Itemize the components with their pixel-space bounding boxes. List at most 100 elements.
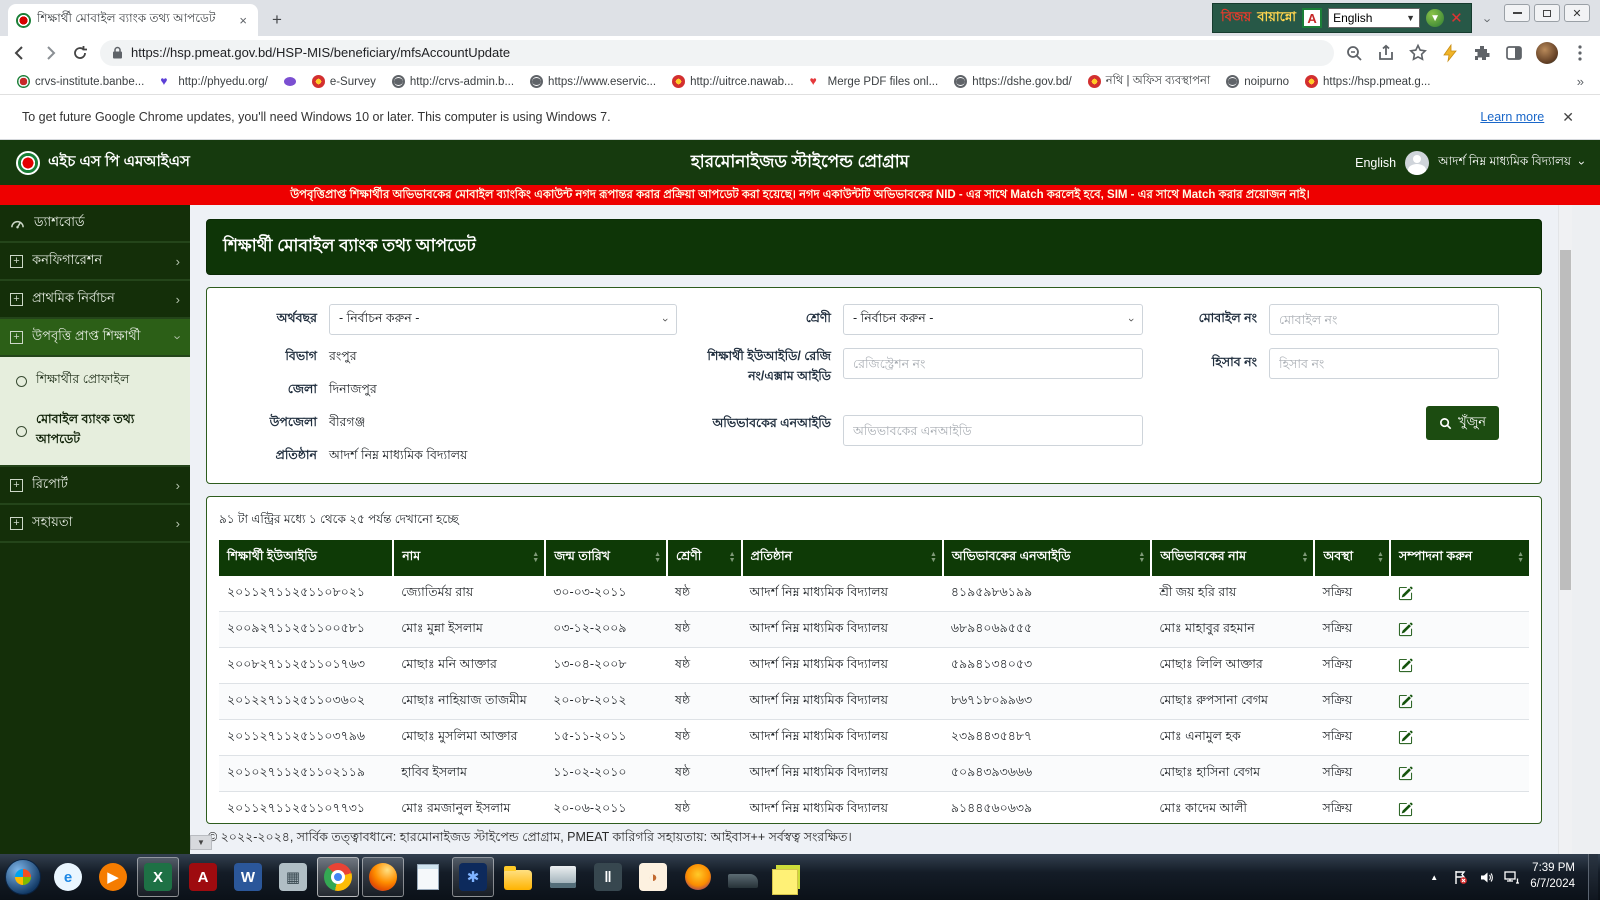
bookmark-item[interactable] bbox=[277, 74, 303, 89]
internet-explorer-button[interactable]: e bbox=[47, 857, 89, 897]
sidebar-item-help[interactable]: + সহায়তা › bbox=[0, 505, 190, 543]
sort-icon[interactable]: ▲ ▼ bbox=[728, 551, 736, 564]
explorer-button[interactable] bbox=[497, 857, 539, 897]
col-header-0[interactable]: শিক্ষার্থী ইউআইডি bbox=[219, 540, 395, 576]
edit-button[interactable] bbox=[1398, 802, 1413, 817]
bookmarks-overflow-icon[interactable]: » bbox=[1576, 74, 1584, 89]
avro-keyboard-icon[interactable]: A bbox=[1302, 8, 1323, 28]
excel-button[interactable]: X bbox=[137, 857, 179, 897]
guardian-nid-input[interactable] bbox=[843, 415, 1143, 446]
scrollbar-thumb[interactable] bbox=[1560, 250, 1571, 590]
edit-button[interactable] bbox=[1398, 622, 1413, 637]
sort-icon[interactable]: ▲ ▼ bbox=[1377, 551, 1384, 564]
notepad-button[interactable] bbox=[407, 857, 449, 897]
kebab-menu-icon[interactable] bbox=[1570, 43, 1590, 63]
scanner-button[interactable] bbox=[722, 857, 764, 897]
col-header-6[interactable]: অভিভাবকের নাম ▲ ▼ bbox=[1151, 540, 1316, 576]
start-button[interactable] bbox=[2, 857, 44, 897]
bookmark-item[interactable]: https://hsp.pmeat.g... bbox=[1298, 72, 1437, 91]
sort-icon[interactable]: ▲ ▼ bbox=[1138, 551, 1146, 564]
browser-tab[interactable]: শিক্ষার্থী মোবাইল ব্যাংক তথ্য আপডেট × bbox=[8, 4, 258, 36]
back-icon[interactable] bbox=[10, 43, 30, 63]
bookmark-item[interactable]: http://uitrce.nawab... bbox=[665, 72, 801, 91]
fax-button[interactable] bbox=[542, 857, 584, 897]
col-header-1[interactable]: নাম ▲ ▼ bbox=[393, 540, 547, 576]
sort-icon[interactable]: ▲ ▼ bbox=[1301, 551, 1309, 564]
col-header-3[interactable]: শ্রেণী ▲ ▼ bbox=[667, 540, 743, 576]
tab-close-icon[interactable]: × bbox=[239, 12, 247, 28]
window-close-button[interactable]: ✕ bbox=[1564, 4, 1590, 22]
sort-icon[interactable]: ▲ ▼ bbox=[654, 551, 662, 564]
fiscal-year-select[interactable]: - নির্বাচন করুন - › bbox=[329, 304, 677, 335]
class-select[interactable]: - নির্বাচন করুন - › bbox=[843, 304, 1143, 335]
bijoy-download-icon[interactable]: ▼ bbox=[1426, 9, 1445, 27]
volume-icon[interactable] bbox=[1478, 869, 1494, 885]
sort-icon[interactable]: ▲ ▼ bbox=[532, 551, 540, 564]
bijoy-close-icon[interactable]: ✕ bbox=[1450, 10, 1463, 27]
bookmark-item[interactable]: e-Survey bbox=[305, 72, 383, 91]
acrobat-button[interactable]: A bbox=[182, 857, 224, 897]
col-header-4[interactable]: প্রতিষ্ঠান ▲ ▼ bbox=[741, 540, 944, 576]
lightning-extension-icon[interactable] bbox=[1440, 43, 1460, 63]
sticky-notes-button[interactable] bbox=[767, 857, 809, 897]
col-header-7[interactable]: অবস্থা ▲ ▼ bbox=[1314, 540, 1391, 576]
bookmark-item[interactable]: https://www.eservic... bbox=[523, 72, 663, 91]
sort-icon[interactable]: ▲ ▼ bbox=[929, 551, 937, 564]
sort-icon[interactable]: ▲ ▼ bbox=[1517, 551, 1524, 564]
new-tab-button[interactable]: + bbox=[272, 10, 282, 29]
tray-clock[interactable]: 7:39 PM 6/7/2024 bbox=[1530, 861, 1581, 892]
share-icon[interactable] bbox=[1376, 43, 1396, 63]
extensions-puzzle-icon[interactable] bbox=[1472, 43, 1492, 63]
firefox-button[interactable] bbox=[362, 857, 404, 897]
bookmark-item[interactable]: noipurno bbox=[1219, 72, 1296, 91]
zoom-icon[interactable] bbox=[1344, 43, 1364, 63]
avast-browser-button[interactable] bbox=[677, 857, 719, 897]
browser-scrollbar[interactable] bbox=[1558, 205, 1572, 854]
edit-button[interactable] bbox=[1398, 694, 1413, 709]
account-input[interactable] bbox=[1269, 348, 1499, 379]
tab-search-caret-icon[interactable]: › bbox=[1480, 18, 1496, 23]
calculator-button[interactable]: ▦ bbox=[272, 857, 314, 897]
tray-expand-icon[interactable]: ▲ bbox=[1430, 872, 1439, 882]
edit-button[interactable] bbox=[1398, 730, 1413, 745]
learn-more-link[interactable]: Learn more bbox=[1480, 110, 1545, 124]
sidebar-item-student-profile[interactable]: শিক্ষার্থীর প্রোফাইল bbox=[0, 361, 190, 401]
side-panel-icon[interactable] bbox=[1504, 43, 1524, 63]
edit-button[interactable] bbox=[1398, 766, 1413, 781]
user-avatar[interactable] bbox=[1405, 150, 1430, 175]
search-button[interactable]: খুঁজুন bbox=[1426, 406, 1499, 440]
bookmark-item[interactable]: crvs-institute.banbe... bbox=[10, 72, 151, 91]
sidebar-scroll-down-button[interactable]: ▼ bbox=[190, 835, 212, 850]
bookmark-star-icon[interactable] bbox=[1408, 43, 1428, 63]
sidebar-item-dashboard[interactable]: ড্যাশবোর্ড bbox=[0, 205, 190, 243]
bijoy-button[interactable]: ✱ bbox=[452, 857, 494, 897]
keyboard-language-select[interactable]: English ▼ bbox=[1328, 8, 1421, 28]
mobile-input[interactable] bbox=[1269, 304, 1499, 335]
reload-icon[interactable] bbox=[70, 43, 90, 63]
forward-icon[interactable] bbox=[40, 43, 60, 63]
student-id-input[interactable] bbox=[843, 348, 1143, 379]
address-bar[interactable]: https://hsp.pmeat.gov.bd/HSP-MIS/benefic… bbox=[100, 39, 1334, 66]
pdf-tool-button[interactable]: ‖ bbox=[587, 857, 629, 897]
infobar-close-icon[interactable]: ✕ bbox=[1562, 108, 1574, 125]
chrome-button[interactable] bbox=[317, 857, 359, 897]
col-header-8[interactable]: সম্পাদনা করুন ▲ ▼ bbox=[1389, 540, 1529, 576]
edit-button[interactable] bbox=[1398, 586, 1413, 601]
brand[interactable]: এইচ এস পি এমআইএস bbox=[16, 150, 190, 175]
window-minimize-button[interactable] bbox=[1504, 4, 1530, 22]
media-player-button[interactable]: ▶ bbox=[92, 857, 134, 897]
sidebar-item-configuration[interactable]: + কনফিগারেশন › bbox=[0, 243, 190, 281]
word-button[interactable]: W bbox=[227, 857, 269, 897]
paint-button[interactable]: ◑ bbox=[632, 857, 674, 897]
bookmark-item[interactable]: নথি | অফিস ব্যবস্থাপনা bbox=[1081, 69, 1218, 94]
bookmark-item[interactable]: https://dshe.gov.bd/ bbox=[947, 72, 1079, 91]
sidebar-item-stipend-students[interactable]: + উপবৃত্তি প্রাপ্ত শিক্ষার্থী › bbox=[0, 319, 190, 357]
window-restore-button[interactable] bbox=[1534, 4, 1560, 22]
col-header-5[interactable]: অভিভাবকের এনআইডি ▲ ▼ bbox=[942, 540, 1153, 576]
bookmark-item[interactable]: ♥ Merge PDF files onl... bbox=[803, 72, 946, 91]
bookmark-item[interactable]: http://crvs-admin.b... bbox=[385, 72, 521, 91]
language-toggle[interactable]: English bbox=[1355, 155, 1397, 170]
show-desktop-button[interactable] bbox=[1588, 854, 1598, 900]
sidebar-item-primary-selection[interactable]: + প্রাথমিক নির্বাচন › bbox=[0, 281, 190, 319]
sidebar-item-mobile-bank-update[interactable]: মোবাইল ব্যাংক তথ্য আপডেট bbox=[0, 401, 190, 461]
